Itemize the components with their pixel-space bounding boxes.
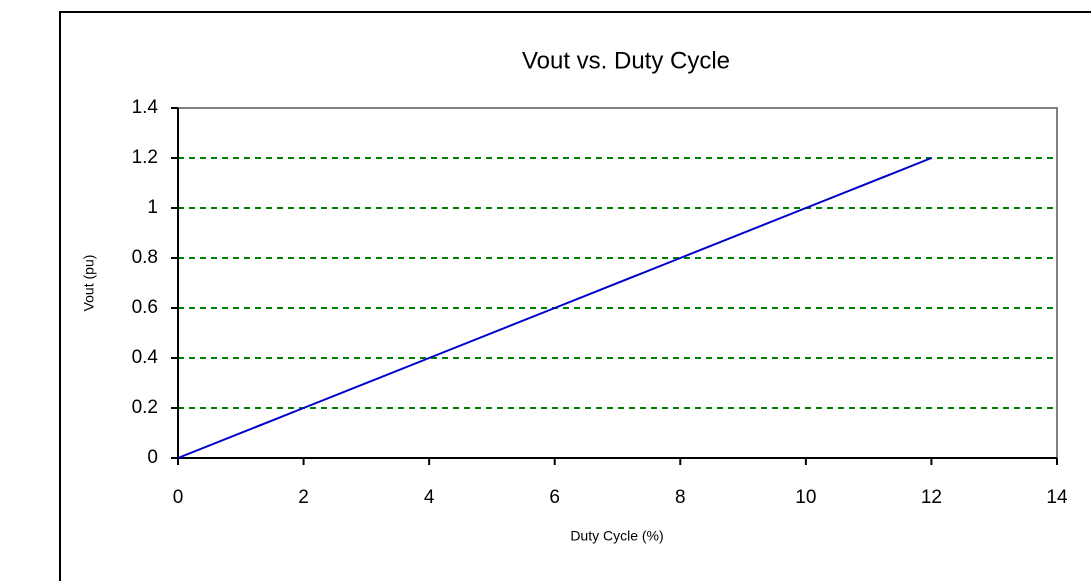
x-tick-label: 6 bbox=[549, 487, 560, 508]
x-tick-label: 2 bbox=[298, 487, 309, 508]
y-tick-label: 1 bbox=[147, 197, 158, 218]
y-tick-label: 0.8 bbox=[132, 247, 158, 268]
x-tick-label: 0 bbox=[173, 487, 184, 508]
y-tick-label: 1.2 bbox=[132, 147, 158, 168]
y-axis-label: Vout (pu) bbox=[81, 255, 97, 312]
x-axis-label: Duty Cycle (%) bbox=[570, 528, 663, 544]
x-tick-label: 12 bbox=[921, 487, 942, 508]
chart-title: Vout vs. Duty Cycle bbox=[522, 47, 730, 74]
x-tick-label: 14 bbox=[1046, 487, 1068, 508]
y-tick-label: 0 bbox=[147, 447, 158, 468]
x-tick-label: 10 bbox=[795, 487, 816, 508]
y-tick-label: 0.2 bbox=[132, 397, 158, 418]
x-tick-label: 4 bbox=[424, 487, 435, 508]
y-tick-label: 1.4 bbox=[132, 97, 159, 118]
y-tick-label: 0.6 bbox=[132, 297, 158, 318]
y-tick-label: 0.4 bbox=[132, 347, 159, 368]
data-line bbox=[177, 157, 932, 459]
x-tick-label: 8 bbox=[675, 487, 686, 508]
chart-frame bbox=[59, 11, 1091, 581]
